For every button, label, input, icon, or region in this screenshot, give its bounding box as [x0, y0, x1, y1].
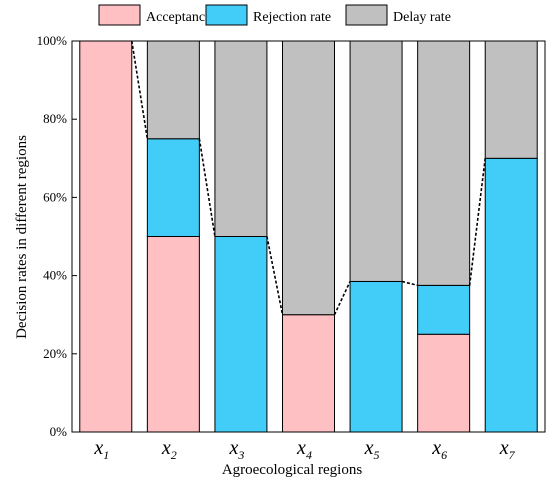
connector-line-3 — [266, 236, 284, 315]
bar-7-series-2 — [484, 157, 538, 433]
connector-line-2 — [198, 138, 216, 237]
connector-line-5 — [401, 280, 418, 287]
bar-6-series-3 — [417, 40, 471, 286]
legend-swatch-3 — [345, 4, 388, 26]
x-tick-label: x6 — [431, 437, 447, 462]
legend-label-2: Rejection rate — [253, 10, 331, 25]
connector-line-1 — [130, 40, 149, 139]
connector-line-6 — [468, 158, 487, 286]
y-tick-label: 100% — [37, 33, 68, 48]
connector-line-4 — [333, 281, 351, 316]
bar-2-series-1 — [146, 236, 200, 433]
bar-3-series-3 — [214, 40, 268, 237]
x-tick-label: x4 — [296, 437, 312, 462]
bar-6-series-1 — [417, 333, 471, 433]
x-tick-label: x2 — [161, 437, 177, 462]
bar-1-series-1 — [79, 40, 133, 433]
bar-6-series-2 — [417, 284, 471, 335]
bar-5-series-2 — [349, 280, 403, 433]
connector-lines — [130, 40, 487, 316]
legend-swatch-2 — [205, 4, 248, 26]
y-tick-label: 0% — [50, 424, 68, 439]
bar-4-series-1 — [282, 314, 335, 433]
bar-2-series-2 — [146, 138, 200, 237]
bar-5-series-3 — [349, 40, 403, 282]
x-tick-label: x3 — [228, 437, 244, 462]
legend: Acceptance rate Rejection rate Delay rate — [98, 4, 451, 26]
legend-swatch-1 — [98, 4, 141, 26]
y-tick-label: 20% — [43, 346, 67, 361]
x-tick-label: x7 — [499, 437, 516, 462]
x-tick-label: x5 — [364, 437, 380, 462]
bar-7-series-3 — [484, 40, 538, 159]
y-axis-title: Decision rates in different regions — [14, 135, 30, 339]
bar-2-series-3 — [146, 40, 200, 140]
plot-frame — [71, 40, 546, 433]
y-tick-label: 80% — [43, 111, 67, 126]
y-tick-label: 40% — [43, 268, 67, 283]
bars — [79, 40, 538, 433]
axes: 0% 20% 40% 60% 80% 100% x1 x2 x3 x4 x5 x6 x7 — [37, 33, 546, 462]
x-tick-label: x1 — [93, 437, 109, 462]
legend-label-3: Delay rate — [393, 10, 451, 25]
bar-3-series-2 — [214, 236, 268, 433]
y-tick-label: 60% — [43, 189, 67, 204]
bar-4-series-3 — [282, 40, 335, 316]
x-axis-title: Agroecological regions — [222, 462, 363, 478]
